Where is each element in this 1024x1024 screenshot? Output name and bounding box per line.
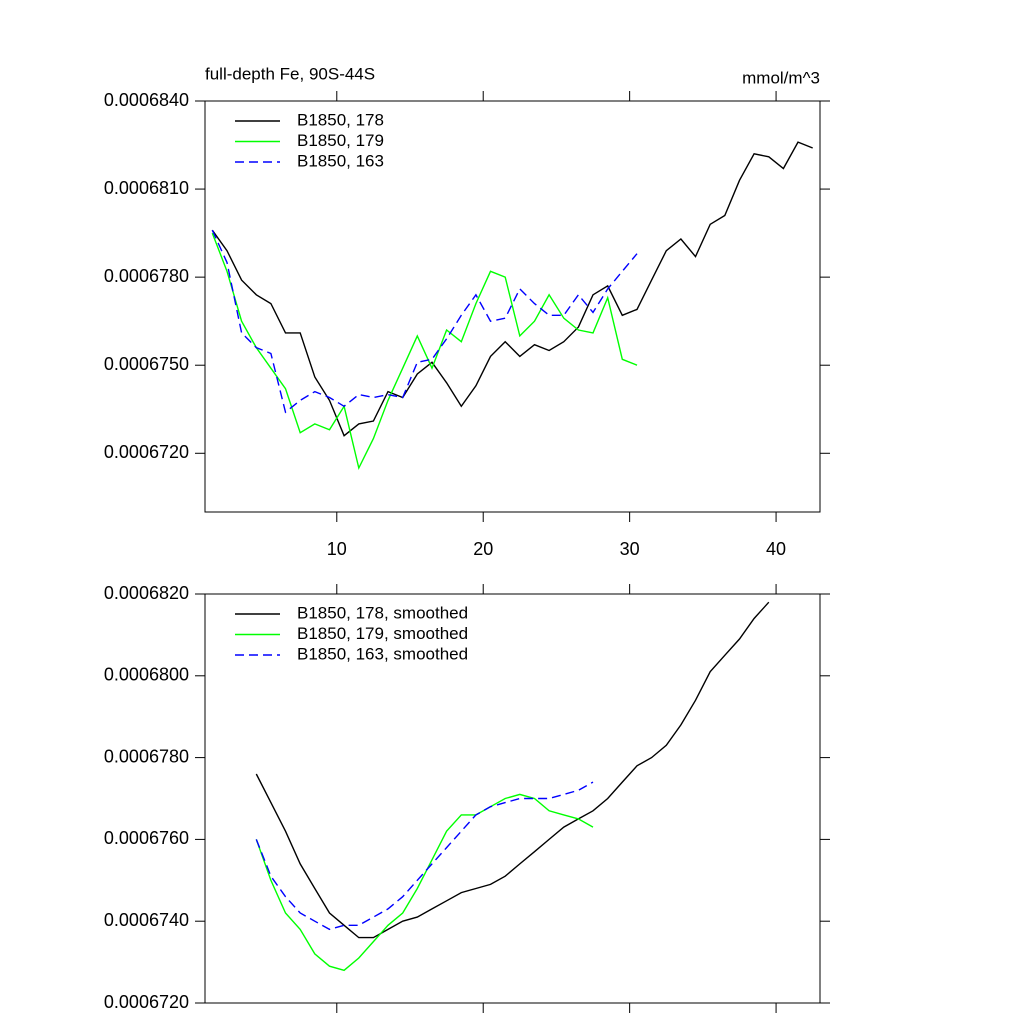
y-tick-label: 0.0006760: [104, 828, 189, 848]
y-tick-label: 0.0006840: [104, 90, 189, 110]
legend-label: B1850, 163, smoothed: [297, 644, 468, 663]
y-tick-label: 0.0006800: [104, 665, 189, 685]
series-line: [255, 601, 770, 939]
y-tick-label: 0.0006820: [104, 583, 189, 603]
series-line: [211, 141, 813, 437]
x-tick-label: 40: [766, 539, 786, 559]
series-line: [211, 232, 638, 471]
plot-frame: [204, 593, 821, 1004]
chart-title: full-depth Fe, 90S-44S: [205, 64, 375, 83]
y-tick-label: 0.0006780: [104, 266, 189, 286]
series-line: [211, 229, 638, 414]
y-tick-label: 0.0006720: [104, 992, 189, 1012]
legend-label: B1850, 179, smoothed: [297, 624, 468, 643]
y-tick-label: 0.0006810: [104, 178, 189, 198]
legend-label: B1850, 163: [297, 151, 384, 170]
y-tick-label: 0.0006740: [104, 910, 189, 930]
y-tick-label: 0.0006750: [104, 354, 189, 374]
y-tick-label: 0.0006780: [104, 746, 189, 766]
series-line: [255, 781, 594, 931]
y-tick-label: 0.0006720: [104, 442, 189, 462]
legend-label: B1850, 178: [297, 110, 384, 129]
plot-frame: [204, 100, 821, 513]
series-line: [255, 793, 594, 972]
x-tick-label: 20: [473, 539, 493, 559]
x-tick-label: 30: [620, 539, 640, 559]
legend-label: B1850, 178, smoothed: [297, 603, 468, 622]
x-tick-label: 10: [327, 539, 347, 559]
legend-label: B1850, 179: [297, 131, 384, 150]
units-label: mmol/m^3: [742, 68, 820, 87]
